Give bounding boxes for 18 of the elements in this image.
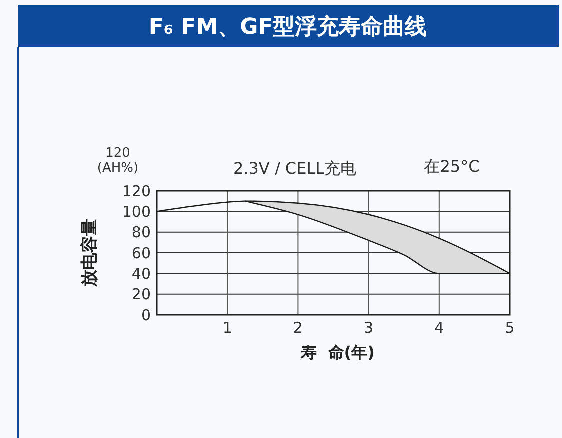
y-tick-label: 80 — [132, 224, 151, 242]
x-tick-label: 3 — [364, 319, 374, 337]
x-tick-label: 5 — [505, 319, 515, 337]
y-tick-label: 100 — [122, 202, 151, 221]
x-tick-label: 2 — [293, 319, 303, 337]
x-tick-label: 1 — [222, 319, 232, 337]
text: 2.3V / CELL充电 — [233, 159, 357, 178]
x-tick-label: 4 — [434, 319, 444, 337]
y-tick-label: 120 — [122, 182, 151, 200]
text: 在25°C — [424, 157, 480, 176]
y-axis-title: 放电容量 — [80, 219, 100, 288]
y-tick-label: 0 — [141, 306, 151, 324]
y-tick-label: 60 — [132, 244, 151, 262]
chart-title: F₆ FM、GF型浮充寿命曲线 — [148, 14, 428, 40]
y-tick-label: 20 — [132, 286, 151, 304]
y-tick-label: 40 — [132, 264, 151, 283]
x-axis-title: 寿 命(年) — [300, 343, 375, 362]
text: 120 (AH%) — [97, 146, 139, 176]
